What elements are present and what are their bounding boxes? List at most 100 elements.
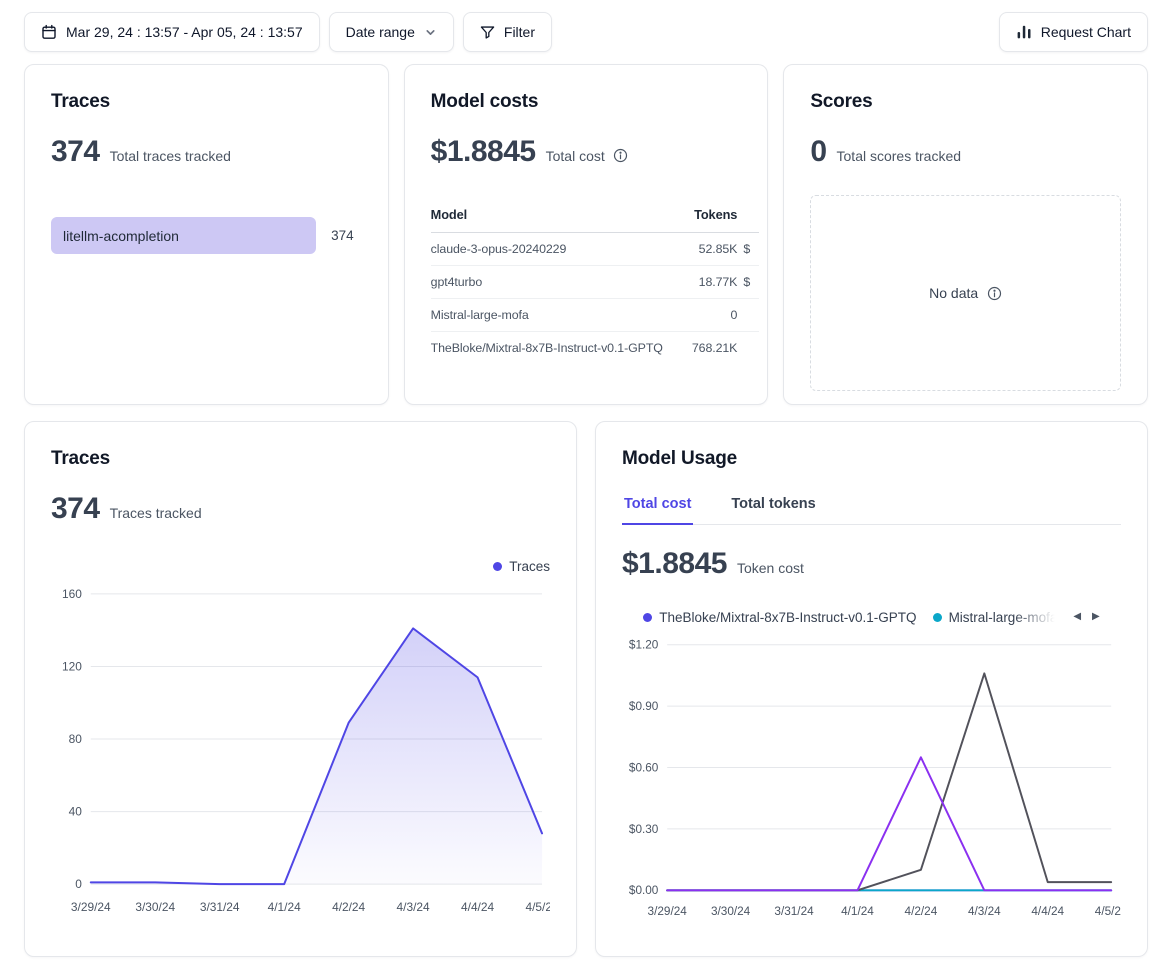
model-cost-row: claude-3-opus-20240229 52.85K $ xyxy=(430,233,760,266)
legend-dot xyxy=(932,612,942,622)
no-data-placeholder: No data xyxy=(810,195,1121,391)
svg-text:4/5/24: 4/5/24 xyxy=(1095,905,1121,918)
svg-text:3/29/24: 3/29/24 xyxy=(648,905,688,918)
traces-card: Traces 374 Total traces tracked litellm-… xyxy=(24,64,389,405)
filter-icon xyxy=(480,25,495,40)
legend-label: Traces xyxy=(509,558,550,574)
toolbar: Mar 29, 24 : 13:57 - Apr 05, 24 : 13:57 … xyxy=(24,12,1148,52)
svg-text:4/1/24: 4/1/24 xyxy=(268,900,301,914)
filter-button[interactable]: Filter xyxy=(462,12,553,52)
traces-chart-metric: 374 Traces tracked xyxy=(51,492,550,526)
scores-metric-label: Total scores tracked xyxy=(836,148,962,164)
svg-text:4/4/24: 4/4/24 xyxy=(461,900,494,914)
request-chart-button[interactable]: Request Chart xyxy=(998,12,1148,52)
trace-name-bar: litellm-acompletion xyxy=(51,217,316,254)
svg-text:4/1/24: 4/1/24 xyxy=(841,905,874,918)
model-usage-card-title: Model Usage xyxy=(622,448,737,469)
no-data-text: No data xyxy=(929,285,979,301)
legend-label: TheBloke/Mixtral-8x7B-Instruct-v0.1-GPTQ xyxy=(659,609,917,625)
svg-text:$0.30: $0.30 xyxy=(629,823,659,836)
tab-total-cost[interactable]: Total cost xyxy=(622,488,694,525)
traces-chart-card-title: Traces xyxy=(51,448,111,469)
model-costs-metric-label: Total cost xyxy=(546,148,628,164)
model-name-cell: gpt4turbo xyxy=(430,275,483,289)
model-usage-legend-items: TheBloke/Mixtral-8x7B-Instruct-v0.1-GPTQ… xyxy=(643,610,1057,625)
svg-text:$0.90: $0.90 xyxy=(629,700,659,713)
svg-text:3/30/24: 3/30/24 xyxy=(135,900,175,914)
date-range-picker-button[interactable]: Mar 29, 24 : 13:57 - Apr 05, 24 : 13:57 xyxy=(24,12,320,52)
traces-metric-label: Total traces tracked xyxy=(109,148,231,164)
tab-total-tokens[interactable]: Total tokens xyxy=(729,488,817,525)
model-name-cell: Mistral-large-mofa xyxy=(430,308,529,322)
svg-text:120: 120 xyxy=(62,659,82,673)
svg-text:3/29/24: 3/29/24 xyxy=(71,900,111,914)
legend-prev-button[interactable]: ◀ xyxy=(1073,611,1082,622)
trace-name-row[interactable]: litellm-acompletion 374 xyxy=(51,217,362,254)
date-range-dropdown-button[interactable]: Date range xyxy=(328,12,454,52)
model-cost-row: gpt4turbo 18.77K $ xyxy=(430,266,760,299)
date-range-dropdown-label: Date range xyxy=(345,24,415,40)
bar-chart-icon xyxy=(1016,24,1032,40)
svg-text:4/3/24: 4/3/24 xyxy=(397,900,430,914)
trace-name-label: litellm-acompletion xyxy=(63,227,179,244)
svg-text:$0.00: $0.00 xyxy=(629,884,659,897)
svg-text:3/31/24: 3/31/24 xyxy=(200,900,240,914)
model-costs-card-title: Model costs xyxy=(430,91,539,112)
scores-card-title: Scores xyxy=(810,91,873,112)
model-name-cell: TheBloke/Mixtral-8x7B-Instruct-v0.1-GPTQ xyxy=(430,341,663,355)
traces-line-chart: 0 40 80 120 160 3/29/24 3/30/24 3/31/24 4/1/24 4/… xyxy=(62,587,550,914)
legend-scroll-arrows: ◀ ▶ xyxy=(1073,612,1099,622)
scores-metric: 0 Total scores tracked xyxy=(810,135,1121,169)
cost-cell: $ xyxy=(743,275,751,289)
svg-text:40: 40 xyxy=(69,805,83,819)
calendar-icon xyxy=(41,24,57,40)
legend-item: Mistral-large-mofa xyxy=(932,609,1058,625)
scores-metric-value: 0 xyxy=(810,135,827,168)
chevron-down-icon xyxy=(424,26,437,39)
legend-label: Mistral-large-mofa xyxy=(948,609,1058,625)
svg-text:4/5/24: 4/5/24 xyxy=(525,900,550,914)
tokens-cell: 768.21K xyxy=(691,341,738,355)
model-usage-legend: TheBloke/Mixtral-8x7B-Instruct-v0.1-GPTQ… xyxy=(622,607,1121,627)
legend-item: Traces xyxy=(493,556,550,576)
model-usage-metric-label: Token cost xyxy=(736,560,804,576)
legend-next-button[interactable]: ▶ xyxy=(1092,611,1100,622)
svg-text:160: 160 xyxy=(62,587,82,601)
traces-chart-legend: Traces xyxy=(51,556,550,576)
svg-text:80: 80 xyxy=(69,732,83,746)
tokens-cell: 0 xyxy=(730,308,738,322)
model-usage-metric-value: $1.8845 xyxy=(622,547,727,580)
info-icon[interactable] xyxy=(607,148,628,163)
traces-chart-metric-value: 374 xyxy=(51,492,100,525)
model-costs-table-header: Model Tokens xyxy=(430,201,760,233)
info-icon[interactable] xyxy=(987,286,1002,301)
model-usage-card: Model Usage Total cost Total tokens $1.88… xyxy=(595,421,1148,957)
svg-text:4/2/24: 4/2/24 xyxy=(332,900,365,914)
column-header-model: Model xyxy=(430,207,468,222)
svg-text:$0.60: $0.60 xyxy=(629,761,659,774)
trace-name-count: 374 xyxy=(331,228,354,243)
cost-cell: $ xyxy=(743,242,751,256)
model-costs-card: Model costs $1.8845 Total cost Model Tok… xyxy=(403,64,769,405)
date-range-value: Mar 29, 24 : 13:57 - Apr 05, 24 : 13:57 xyxy=(66,24,303,40)
traces-card-title: Traces xyxy=(51,91,111,112)
model-costs-table-body: claude-3-opus-20240229 52.85K $ gpt4turbo 18… xyxy=(430,233,760,364)
legend-dot xyxy=(643,612,653,622)
tokens-cell: 18.77K xyxy=(698,275,738,289)
trace-bars: litellm-acompletion 374 xyxy=(51,217,362,254)
traces-metric: 374 Total traces tracked xyxy=(51,135,362,169)
svg-text:4/2/24: 4/2/24 xyxy=(905,905,938,918)
model-costs-metric: $1.8845 Total cost xyxy=(431,135,742,169)
request-chart-label: Request Chart xyxy=(1040,24,1131,40)
model-costs-metric-value: $1.8845 xyxy=(430,135,536,168)
column-header-tokens: Tokens xyxy=(694,207,738,222)
svg-text:4/4/24: 4/4/24 xyxy=(1031,905,1064,918)
model-usage-metric: $1.8845 Token cost xyxy=(622,547,1121,581)
model-cost-row: Mistral-large-mofa 0 xyxy=(430,299,760,332)
svg-text:$1.20: $1.20 xyxy=(629,639,659,652)
model-usage-tabs: Total cost Total tokens xyxy=(622,488,1121,525)
model-cost-row: TheBloke/Mixtral-8x7B-Instruct-v0.1-GPTQ… xyxy=(431,332,760,364)
svg-text:0: 0 xyxy=(75,877,82,891)
bottom-cards-row: Traces 374 Traces tracked Traces 0 40 80 12… xyxy=(24,421,1148,957)
